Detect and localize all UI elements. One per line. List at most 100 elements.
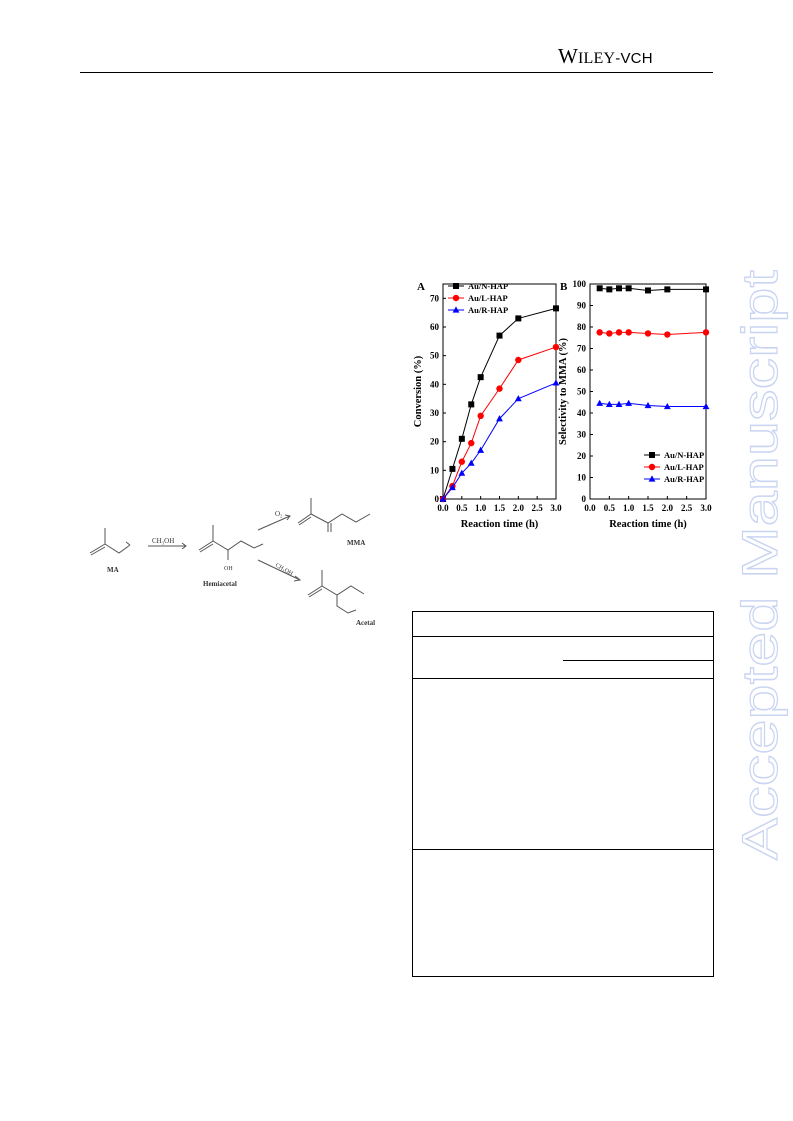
panel-a-data-point [515,356,522,364]
panel-a-data-point [477,374,484,381]
panel-b-data-point [605,400,613,407]
panel-b-panel-label: B [560,281,568,293]
publisher-logo-name: ILEY [578,50,616,67]
panel-a-y-tick-label: 50 [430,351,440,361]
panel-a-data-point [514,395,522,402]
panel-b-data-point [596,285,603,292]
panel-a-legend-marker [452,306,460,313]
panel-a-legend-label: Au/N-HAP [468,281,508,291]
panel-b-data-point [663,402,671,410]
panel-a-data-point [458,435,465,442]
panel-a-data-point [458,469,466,476]
panel-a-y-axis-label: Conversion (%) [413,355,424,427]
panel-b-data-point [664,331,671,338]
panel-b-legend-marker [648,463,656,471]
panel-b-data-point [616,285,622,292]
panel-b-legend-label: Au/R-HAP [664,474,704,484]
panel-a-data-point [552,343,560,351]
panel-a-x-tick-label: 2.5 [532,503,544,513]
table-rule-section [413,849,713,850]
acetal-structure [307,570,365,614]
ma-structure [89,528,131,554]
panel-a-y-tick-label: 20 [430,437,440,447]
arrow-to-acetal [257,559,301,581]
panel-b-data-point [596,329,603,336]
panel-b-legend-label: Au/N-HAP [664,450,704,460]
scheme-oh-label: OH [224,566,233,572]
panel-b-legend-marker [648,475,656,482]
table-rule-subheader [563,660,713,661]
panel-b-x-tick-label: 1.5 [642,503,654,513]
panel-a-x-tick-label: 0.0 [437,503,449,513]
panel-b-data-point [625,329,632,336]
panel-a-y-tick-label: 30 [430,408,440,418]
watermark-text: Accepted Manuscript [732,270,788,860]
panel-a-data-point [449,483,456,491]
panel-b-y-tick-label: 40 [577,408,587,418]
table-rule-header [413,678,713,679]
panel-a-x-tick-label: 1.0 [475,503,487,513]
scheme-label-ma: MA [107,566,119,574]
publisher-logo-suffix: -VCH [615,50,653,67]
panel-b-data-point [625,285,632,292]
panel-b-legend-label: Au/L-HAP [664,462,704,472]
reaction-scheme: MA CH₃OH OH Hemiacetal O₂ MMA CH₃OH Acet… [80,478,390,638]
panel-b-y-tick-label: 20 [577,451,587,461]
panel-a-series-line [442,346,557,500]
panel-b-y-tick-label: 90 [577,301,587,311]
panel-a-data-point [496,332,503,339]
panel-b-x-tick-label: 2.5 [681,503,693,513]
panel-b-series-line [599,331,707,336]
panel-a-series-line [442,307,557,500]
panel-b-x-tick-label: 3.0 [700,503,712,513]
panel-b-y-axis-label: Selectivity to MMA (%) [558,337,569,445]
scheme-label-acetal: Acetal [356,619,375,627]
hemiacetal-structure [198,525,264,551]
panel-a-x-tick-label: 3.0 [550,503,562,513]
panel-b-x-tick-label: 0.0 [584,503,596,513]
publisher-logo: WILEY-VCH [558,44,653,69]
panel-b-x-tick-label: 2.0 [662,503,674,513]
panel-b-data-point [606,286,613,293]
panel-b-data-point [703,286,709,293]
panel-b-y-tick-label: 30 [577,430,587,440]
panel-b-data-point [606,330,613,337]
panel-a-data-point [439,495,447,502]
panel-a-data-point [552,379,560,386]
table-frame [412,611,714,977]
panel-b-y-tick-label: 0 [582,494,587,504]
panel-b-y-tick-label: 50 [577,387,587,397]
table-rule-top [413,636,713,637]
panel-a-data-point [449,465,456,472]
panel-a-y-tick-label: 40 [430,379,440,389]
panel-a-data-point [458,458,466,465]
panel-a-x-axis-label: Reaction time (h) [461,519,539,530]
panel-a-data-point [477,412,484,420]
panel-a-data-point [468,401,475,408]
panel-b-data-point [702,329,710,336]
panel-a-y-tick-label: 70 [430,293,440,303]
panel-b-y-tick-label: 70 [577,344,587,354]
panel-a-data-point [468,439,475,447]
panel-b-legend-marker [649,452,655,458]
header-rule [80,72,713,73]
panel-b-data-point [615,329,623,336]
scheme-reagent-1: CH₃OH [152,537,174,545]
panel-b-data-point [645,287,651,294]
panel-b-y-tick-label: 100 [573,279,587,289]
panel-a-data-point [515,315,522,322]
panel-a-legend-label: Au/L-HAP [468,293,508,303]
panel-a-legend-label: Au/R-HAP [468,305,508,315]
panel-b-x-tick-label: 1.0 [623,503,635,513]
panel-b-data-point [625,399,633,406]
panel-b-series-line [599,402,706,408]
publisher-logo-initial: W [558,44,579,68]
panel-b-x-axis-label: Reaction time (h) [609,519,687,530]
panel-a-series-line [442,382,557,500]
scheme-label-mma: MMA [347,539,365,547]
scheme-reagent-2: CH₃OH [274,563,294,578]
panel-b-data-point [596,399,604,406]
panel-b-data-point [644,330,652,337]
panel-a-y-tick-label: 60 [430,322,440,332]
scheme-oxidant: O₂ [275,510,283,518]
